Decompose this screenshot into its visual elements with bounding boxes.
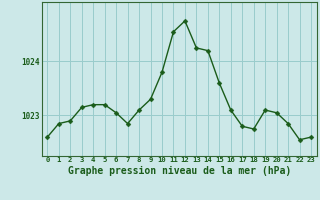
X-axis label: Graphe pression niveau de la mer (hPa): Graphe pression niveau de la mer (hPa)	[68, 166, 291, 176]
